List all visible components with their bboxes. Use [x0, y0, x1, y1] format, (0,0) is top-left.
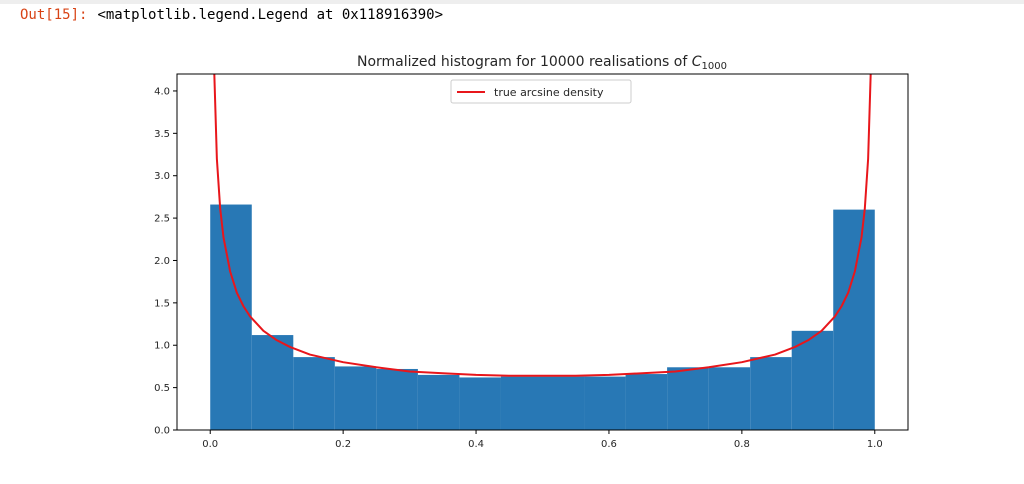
histogram-bar	[833, 209, 875, 430]
x-tick-label: 0.0	[202, 439, 218, 450]
histogram-bar	[500, 376, 543, 430]
histogram-bar	[376, 368, 418, 430]
legend: true arcsine density	[450, 79, 632, 104]
cell-separator	[0, 0, 1024, 4]
x-axis: 0.0 0.2 0.4 0.6 0.8 1.0	[202, 430, 883, 450]
histogram-bar	[459, 377, 501, 430]
histogram-bar	[791, 330, 834, 430]
histogram-bar	[750, 357, 792, 430]
x-tick-label: 0.2	[335, 439, 351, 450]
y-tick-label: 1.5	[154, 298, 170, 309]
y-tick-label: 0.0	[154, 426, 170, 437]
histogram-bar	[210, 204, 252, 430]
x-tick-label: 0.8	[734, 439, 750, 450]
y-tick-label: 2.0	[154, 256, 170, 267]
x-tick-label: 0.4	[468, 439, 484, 450]
histogram-bar	[584, 376, 626, 430]
output-cell: Out[15]: <matplotlib.legend.Legend at 0x…	[20, 4, 443, 26]
y-tick-label: 2.5	[154, 214, 170, 225]
x-tick-label: 1.0	[867, 439, 883, 450]
histogram-bar	[417, 374, 460, 430]
y-tick-label: 3.5	[154, 129, 170, 140]
y-tick-label: 1.0	[154, 341, 170, 352]
plot-frame	[176, 73, 909, 431]
histogram-bar	[625, 374, 668, 430]
output-prompt: Out[15]:	[20, 7, 88, 23]
output-text: <matplotlib.legend.Legend at 0x118916390…	[97, 7, 444, 23]
chart-title: Normalized histogram for 10000 realisati…	[357, 54, 727, 72]
histogram-bar	[708, 367, 751, 430]
histogram-bars	[210, 204, 875, 430]
x-tick-label: 0.6	[601, 439, 617, 450]
histogram-bar	[334, 366, 377, 430]
histogram-bar	[293, 357, 335, 430]
histogram-bar	[251, 335, 294, 430]
histogram-bar	[667, 367, 709, 430]
y-tick-label: 0.5	[154, 383, 170, 394]
y-axis: 0.0 0.5 1.0 1.5 2.0 2.5 3.0 3.5 4.0	[154, 86, 177, 437]
legend-label: true arcsine density	[494, 86, 604, 99]
legend-box	[450, 79, 632, 104]
arcsine-density-line	[213, 74, 872, 377]
histogram-bar	[542, 376, 585, 430]
y-tick-label: 4.0	[154, 86, 170, 97]
y-tick-label: 3.0	[154, 171, 170, 182]
